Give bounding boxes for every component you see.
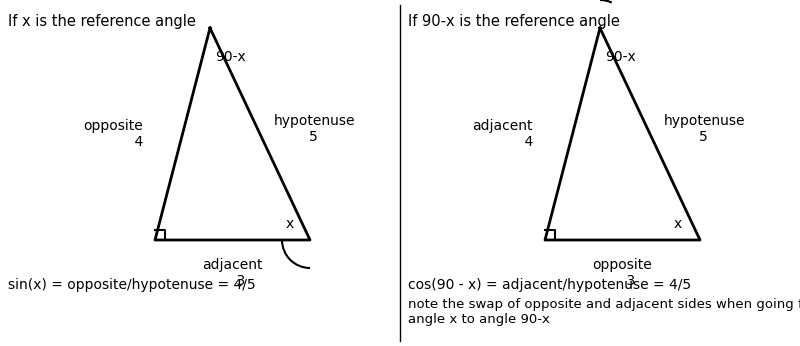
Text: adjacent
    3: adjacent 3 — [202, 258, 262, 288]
Text: If x is the reference angle: If x is the reference angle — [8, 14, 196, 29]
Text: hypotenuse
        5: hypotenuse 5 — [274, 114, 355, 144]
Text: x: x — [674, 217, 682, 231]
Text: 90-x: 90-x — [215, 50, 246, 64]
Text: 90-x: 90-x — [605, 50, 636, 64]
Text: adjacent
    4: adjacent 4 — [473, 119, 533, 149]
Text: opposite
    4: opposite 4 — [83, 119, 143, 149]
Text: sin(x) = opposite/hypotenuse = 4/5: sin(x) = opposite/hypotenuse = 4/5 — [8, 278, 256, 292]
Text: cos(90 - x) = adjacent/hypotenuse = 4/5: cos(90 - x) = adjacent/hypotenuse = 4/5 — [408, 278, 691, 292]
Text: note the swap of opposite and adjacent sides when going from
angle x to angle 90: note the swap of opposite and adjacent s… — [408, 298, 800, 326]
Text: opposite
    3: opposite 3 — [593, 258, 652, 288]
Text: x: x — [286, 217, 294, 231]
Text: hypotenuse
        5: hypotenuse 5 — [664, 114, 746, 144]
Text: If 90-x is the reference angle: If 90-x is the reference angle — [408, 14, 620, 29]
